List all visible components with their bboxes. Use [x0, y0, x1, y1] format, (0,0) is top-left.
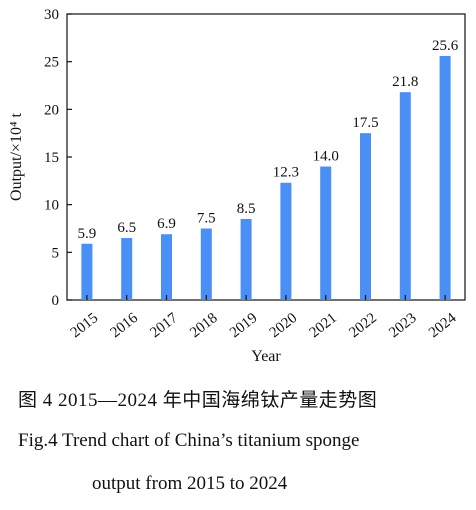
y-tick-label: 5 — [52, 245, 60, 261]
data-label-2018: 7.5 — [197, 211, 216, 227]
bar-2024 — [439, 55, 451, 300]
x-tick-label-2017: 2017 — [147, 310, 181, 341]
bar-2018 — [200, 228, 212, 300]
bar-2015 — [81, 243, 93, 300]
bars — [81, 55, 451, 300]
bar-2023 — [399, 92, 411, 300]
data-label-2023: 21.8 — [392, 74, 418, 90]
bar-2021 — [320, 166, 332, 300]
y-tick-label: 15 — [44, 150, 59, 166]
x-ticks: 2015 2016 2017 2018 2019 2020 2021 2022 2023 2024 — [68, 295, 460, 341]
y-tick-label: 25 — [44, 55, 59, 71]
x-tick-label-2021: 2021 — [307, 310, 340, 341]
y-tick-label: 10 — [44, 198, 59, 214]
bar-2020 — [280, 182, 292, 300]
data-label-2016: 6.5 — [117, 220, 136, 236]
data-labels: 5.9 6.5 6.9 7.5 8.5 12.3 14.0 17.5 21.8 25.6 — [78, 38, 459, 242]
x-tick-label-2023: 2023 — [386, 310, 419, 341]
y-tick-label: 0 — [52, 293, 60, 309]
bar-2016 — [121, 238, 133, 300]
y-tick-label: 30 — [44, 7, 59, 23]
bar-2019 — [240, 218, 252, 300]
x-axis-title: Year — [251, 348, 281, 365]
bar-2022 — [360, 133, 371, 300]
data-label-2017: 6.9 — [157, 216, 176, 232]
x-tick-label-2019: 2019 — [227, 310, 260, 341]
data-label-2019: 8.5 — [237, 201, 256, 217]
x-tick-label-2015: 2015 — [68, 310, 101, 341]
data-label-2015: 5.9 — [78, 226, 97, 242]
figure-caption-chinese: 图 4 2015—2024 年中国海绵钛产量走势图 — [18, 390, 378, 411]
data-label-2020: 12.3 — [273, 165, 299, 181]
data-label-2021: 14.0 — [313, 149, 339, 165]
bar-chart: 0 5 10 15 20 25 30 5.9 6.5 6.9 7.5 8.5 12.3 14.0 17.5… — [8, 7, 466, 365]
y-ticks: 0 5 10 15 20 25 30 — [44, 7, 72, 309]
x-tick-label-2022: 2022 — [346, 310, 379, 341]
figure-caption-english-line1: Fig.4 Trend chart of China’s titanium sp… — [18, 430, 360, 451]
data-label-2024: 25.6 — [432, 38, 459, 54]
x-tick-label-2020: 2020 — [267, 310, 300, 341]
x-tick-label-2016: 2016 — [108, 310, 142, 341]
y-tick-label: 20 — [44, 102, 59, 118]
figure-caption-english-line2: output from 2015 to 2024 — [92, 473, 288, 494]
data-label-2022: 17.5 — [352, 115, 378, 131]
y-axis-title: Output/×10⁴ t — [8, 112, 25, 200]
x-tick-label-2018: 2018 — [187, 310, 220, 341]
x-tick-label-2024: 2024 — [426, 310, 460, 341]
bar-2017 — [161, 234, 172, 300]
